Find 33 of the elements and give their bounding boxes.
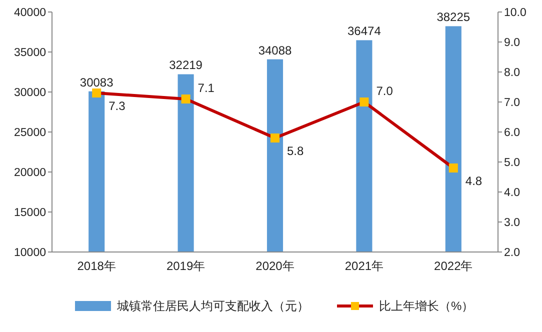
y2-tick-label: 3.0	[504, 217, 520, 229]
legend-label: 比上年增长（%）	[379, 299, 474, 313]
y2-tick-label: 6.0	[504, 127, 520, 139]
x-tick-label: 2018年	[77, 259, 116, 273]
data-label: 7.0	[376, 84, 394, 98]
y-tick-label: 25000	[14, 127, 46, 139]
x-tick-label: 2022年	[434, 259, 473, 273]
data-label: 7.3	[108, 99, 126, 113]
y2-tick-label: 2.0	[504, 247, 520, 259]
x-tick-label: 2019年	[166, 259, 206, 273]
data-label: 36474	[348, 24, 382, 38]
y-tick-label: 35000	[14, 47, 46, 59]
data-label: 5.8	[287, 144, 304, 158]
data-label: 34088	[258, 43, 292, 58]
data-label: 7.1	[198, 81, 215, 95]
y-tick-label: 30000	[14, 87, 46, 99]
x-tick-label: 2020年	[256, 259, 294, 273]
data-label: 38225	[436, 10, 470, 24]
y2-tick-label: 5.0	[504, 157, 520, 169]
y2-tick-label: 9.0	[504, 37, 520, 49]
y-tick-label: 40000	[14, 7, 46, 19]
data-label: 30083	[80, 75, 114, 90]
y2-tick-label: 10.0	[504, 7, 526, 19]
y-tick-label: 15000	[14, 207, 46, 219]
y-tick-label: 10000	[14, 247, 46, 259]
legend-label: 城镇常住居民人均可支配收入（元）	[116, 299, 309, 313]
y2-tick-label: 7.0	[504, 97, 520, 109]
y2-tick-label: 4.0	[504, 187, 520, 199]
x-tick-label: 2021年	[344, 259, 384, 273]
data-label: 32219	[169, 58, 203, 72]
data-label: 4.8	[465, 174, 482, 188]
y-tick-label: 20000	[14, 167, 46, 179]
y2-tick-label: 8.0	[504, 67, 520, 79]
